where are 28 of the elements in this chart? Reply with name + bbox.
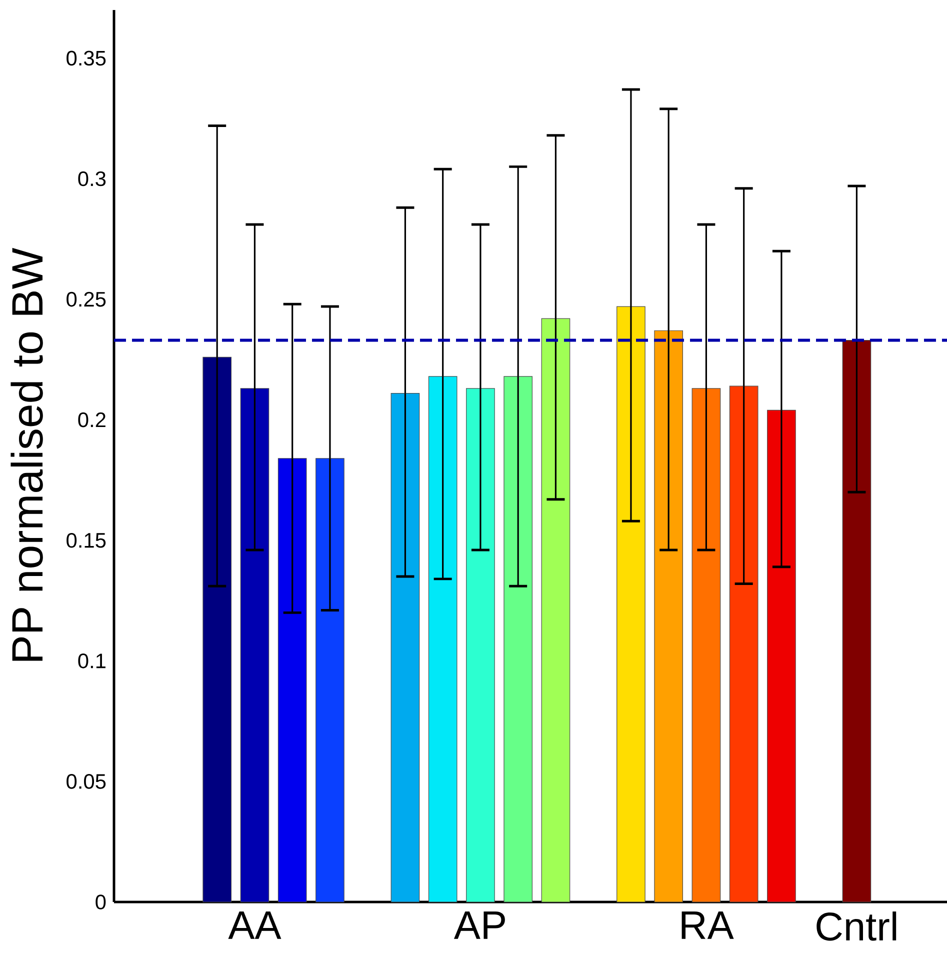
y-tick-label: 0.35 xyxy=(66,50,106,66)
bar xyxy=(202,356,232,902)
bar xyxy=(466,388,495,902)
y-tick-label: 0.3 xyxy=(78,171,106,186)
bar xyxy=(316,458,344,902)
bar xyxy=(541,318,570,902)
bar xyxy=(654,330,683,902)
x-tick-label: AA xyxy=(228,912,282,939)
y-tick-label: 0.2 xyxy=(78,412,106,428)
bar xyxy=(240,388,270,902)
x-tick-label: Cntrl xyxy=(816,912,896,941)
bar xyxy=(616,306,646,902)
bar xyxy=(767,410,796,902)
bar xyxy=(692,388,721,902)
y-tick-label: 0 xyxy=(96,894,106,910)
bar xyxy=(842,340,872,902)
x-tick-label: AP xyxy=(454,912,505,939)
bar xyxy=(428,376,458,902)
y-axis-title: PP normalised to BW xyxy=(10,248,43,661)
y-tick-label: 0.25 xyxy=(66,292,106,307)
bar xyxy=(390,393,420,902)
x-tick-label: RA xyxy=(682,912,734,939)
y-tick-label: 0.05 xyxy=(66,774,106,789)
y-tick-label: 0.15 xyxy=(66,532,106,548)
bar xyxy=(504,376,532,902)
y-tick-label: 0.1 xyxy=(78,654,106,668)
bar xyxy=(729,386,758,902)
bar xyxy=(278,458,307,902)
